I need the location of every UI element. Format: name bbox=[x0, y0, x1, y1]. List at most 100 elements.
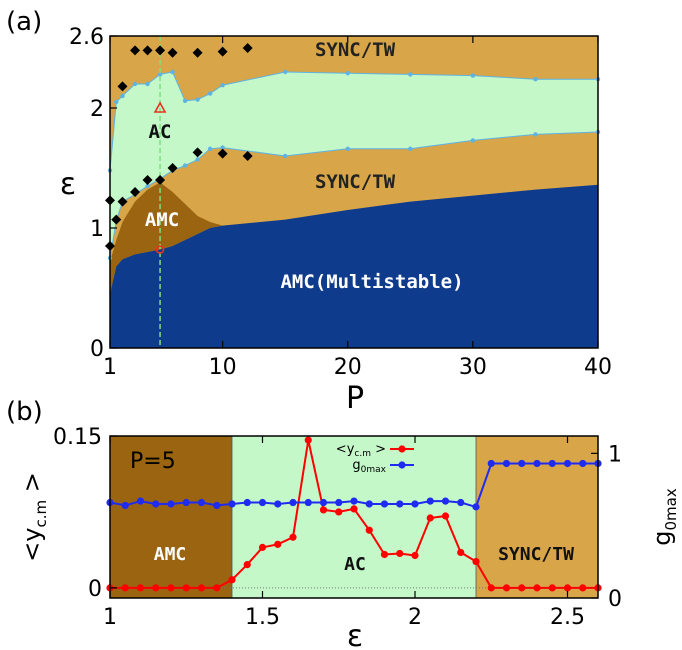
diamond-marker bbox=[192, 147, 203, 158]
region-amc-multistable bbox=[110, 184, 598, 348]
series-point-1 bbox=[380, 500, 389, 508]
region-ac bbox=[110, 72, 598, 258]
boundary-point bbox=[114, 99, 119, 105]
diamond-marker bbox=[155, 175, 166, 185]
boundary-point bbox=[282, 153, 288, 159]
series-point-0 bbox=[563, 584, 572, 592]
series-point-0 bbox=[152, 584, 160, 592]
diamond-marker bbox=[155, 45, 166, 56]
series-point-0 bbox=[136, 584, 145, 592]
series-point-0 bbox=[518, 584, 526, 592]
diamond-marker bbox=[217, 148, 228, 159]
region-amc bbox=[110, 182, 598, 294]
boundary-point bbox=[533, 132, 538, 137]
diamond-marker bbox=[167, 47, 178, 58]
a-ytick-label: 2 bbox=[90, 97, 104, 122]
series-point-1 bbox=[350, 497, 358, 505]
series-point-0 bbox=[289, 533, 297, 541]
series-point-1 bbox=[197, 498, 206, 507]
series-point-0 bbox=[426, 514, 434, 522]
series-point-0 bbox=[258, 543, 267, 551]
b-ytick-right-label: 0 bbox=[608, 587, 622, 612]
series-point-1 bbox=[228, 500, 236, 508]
series-point-1 bbox=[136, 497, 145, 505]
series-point-0 bbox=[121, 584, 129, 592]
diamond-marker bbox=[142, 45, 153, 56]
triangle-marker bbox=[153, 101, 167, 113]
boundary-point bbox=[533, 77, 538, 82]
a-xtick-label: 20 bbox=[334, 355, 362, 380]
series-point-0 bbox=[182, 584, 190, 592]
panel-b-frame bbox=[109, 435, 599, 599]
panel-b-label: (b) bbox=[6, 397, 43, 427]
series-point-0 bbox=[441, 512, 450, 520]
series-point-0 bbox=[304, 436, 312, 444]
series-point-1 bbox=[579, 459, 587, 468]
circle-marker bbox=[155, 245, 165, 254]
region-label-amc: AMC bbox=[145, 209, 179, 231]
panel-a-xlabel: P bbox=[346, 381, 364, 416]
series-point-1 bbox=[289, 498, 297, 507]
boundary-point bbox=[195, 157, 200, 162]
b-ytick-left-label: 0 bbox=[88, 577, 102, 602]
series-point-0 bbox=[197, 584, 206, 592]
diamond-marker bbox=[217, 46, 228, 57]
boundary-point bbox=[195, 97, 200, 102]
boundary-point bbox=[408, 72, 413, 77]
b-xtick-label: 1.5 bbox=[245, 605, 280, 630]
series-point-0 bbox=[380, 550, 389, 559]
a-xtick-label: 30 bbox=[459, 355, 487, 380]
diamond-marker bbox=[130, 45, 141, 56]
series-point-0 bbox=[228, 576, 236, 584]
series-point-1 bbox=[487, 459, 495, 468]
series-point-0 bbox=[533, 584, 541, 592]
series-point-0 bbox=[548, 584, 556, 592]
b-ytick-left-label: 0.15 bbox=[53, 425, 102, 450]
series-point-0 bbox=[365, 526, 373, 534]
legend-entry-g0max: g0max bbox=[352, 458, 386, 475]
boundary-point bbox=[345, 71, 350, 76]
series-point-1 bbox=[441, 497, 450, 505]
series-point-1 bbox=[472, 503, 480, 511]
series-point-0 bbox=[472, 557, 480, 566]
legend: <yc.m > g0max bbox=[336, 442, 414, 475]
b-region-label-amc: AMC bbox=[154, 544, 187, 565]
series-point-0 bbox=[167, 584, 175, 592]
legend-marker-0 bbox=[398, 445, 406, 453]
diamond-marker bbox=[242, 43, 253, 53]
b-xtick-label: 1 bbox=[103, 605, 117, 630]
annotation-p5: P=5 bbox=[130, 449, 176, 474]
series-point-0 bbox=[579, 584, 587, 592]
series-point-0 bbox=[243, 560, 251, 569]
boundary-point bbox=[220, 145, 225, 150]
series-point-0 bbox=[213, 584, 221, 592]
series-point-0 bbox=[350, 505, 358, 513]
legend-entry-ycm: <yc.m > bbox=[336, 442, 386, 459]
series-point-1 bbox=[167, 500, 175, 508]
a-xtick-label: 40 bbox=[584, 355, 612, 380]
diamond-marker bbox=[117, 196, 128, 207]
boundary-point bbox=[145, 81, 150, 87]
b-region-amc bbox=[110, 436, 232, 598]
series-point-0 bbox=[457, 548, 465, 557]
series-point-0 bbox=[319, 506, 328, 514]
series-point-1 bbox=[533, 459, 541, 468]
region-label-sync-tw-mid: SYNC/TW bbox=[315, 171, 396, 193]
boundary-point bbox=[207, 146, 213, 151]
series-point-1 bbox=[548, 459, 556, 468]
legend-marker-1 bbox=[398, 461, 406, 469]
a-ytick-label: 2.6 bbox=[69, 25, 104, 50]
b-xtick-label: 2 bbox=[408, 605, 422, 630]
series-point-0 bbox=[274, 540, 282, 548]
panel-a-label: (a) bbox=[6, 7, 42, 37]
series-point-1 bbox=[426, 497, 434, 505]
boundary-point bbox=[220, 83, 225, 88]
panel-a-frame bbox=[109, 35, 599, 349]
series-point-1 bbox=[182, 498, 190, 507]
diamond-marker bbox=[111, 214, 122, 225]
boundary-point bbox=[408, 146, 413, 151]
panel-a-ylabel: ε bbox=[60, 167, 76, 202]
panel-b-xlabel: ε bbox=[347, 619, 363, 650]
